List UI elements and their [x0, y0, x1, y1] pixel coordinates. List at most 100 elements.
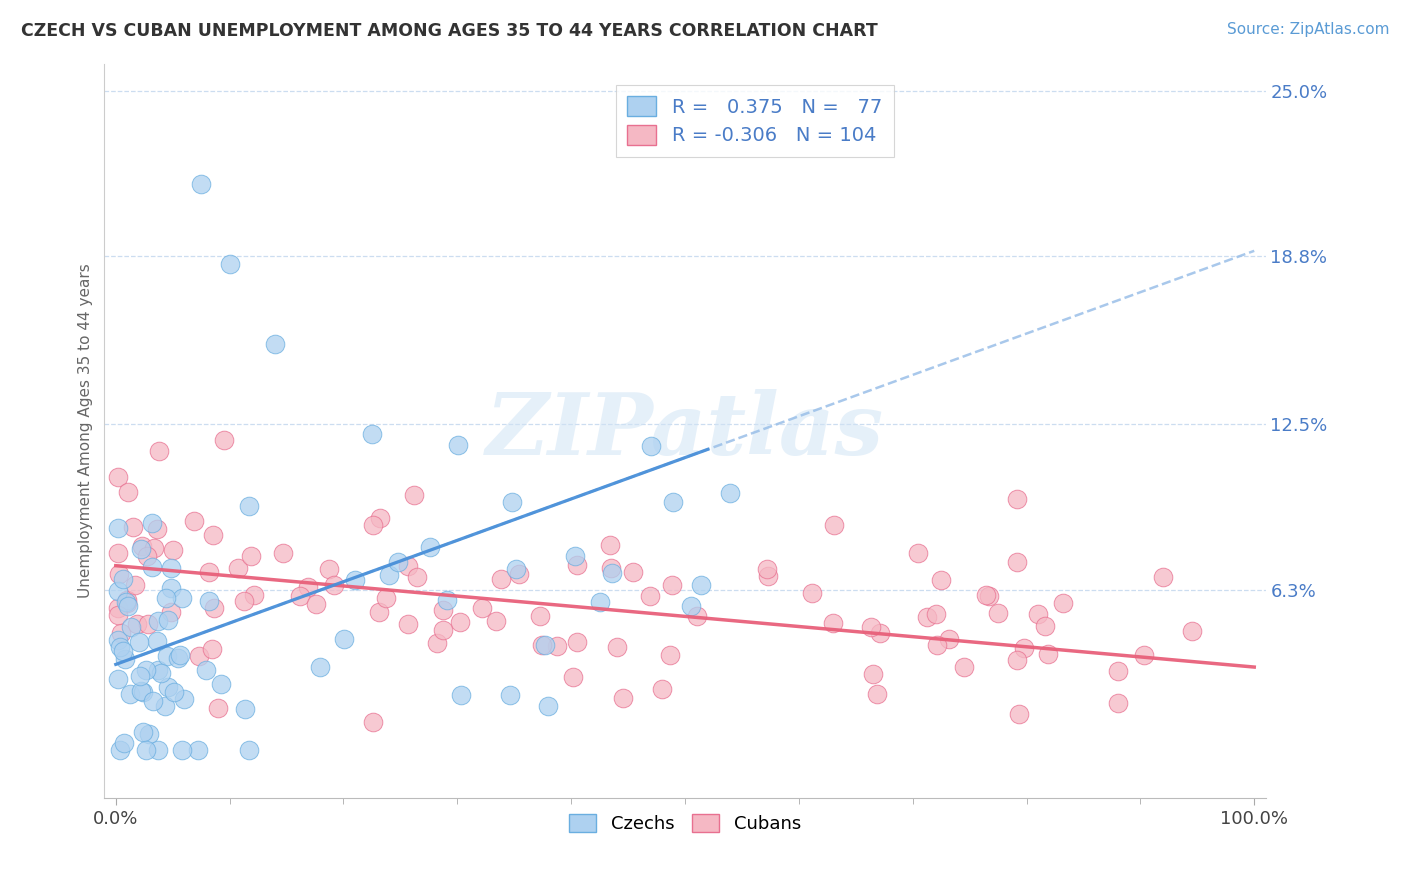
Point — [821, 615, 844, 630]
Point — [361, 427, 384, 442]
Point — [600, 566, 623, 580]
Point — [107, 567, 129, 582]
Point — [333, 632, 356, 646]
Point — [288, 589, 311, 603]
Point — [925, 638, 948, 652]
Point — [368, 511, 391, 525]
Point — [122, 520, 145, 534]
Point — [432, 603, 454, 617]
Point — [160, 560, 183, 574]
Point — [800, 586, 823, 600]
Legend: Czechs, Cubans: Czechs, Cubans — [562, 806, 808, 840]
Point — [938, 632, 960, 646]
Point — [128, 635, 150, 649]
Point — [662, 495, 685, 509]
Point — [141, 559, 163, 574]
Point — [661, 578, 683, 592]
Point — [149, 665, 172, 680]
Point — [491, 573, 513, 587]
Point — [121, 620, 143, 634]
Point — [862, 667, 884, 681]
Point — [188, 648, 211, 663]
Point — [187, 743, 209, 757]
Point — [599, 561, 621, 575]
Point — [173, 692, 195, 706]
Point — [107, 469, 129, 483]
Point — [505, 562, 527, 576]
Point — [361, 517, 384, 532]
Point — [238, 743, 260, 757]
Point — [501, 494, 523, 508]
Point — [1152, 570, 1174, 584]
Point — [534, 638, 557, 652]
Point — [112, 644, 135, 658]
Point — [117, 485, 139, 500]
Point — [153, 699, 176, 714]
Point — [1033, 619, 1056, 633]
Point — [136, 616, 159, 631]
Point — [148, 444, 170, 458]
Point — [297, 580, 319, 594]
Point — [565, 635, 588, 649]
Point — [209, 677, 232, 691]
Point — [124, 577, 146, 591]
Point — [612, 690, 634, 705]
Point — [368, 605, 391, 619]
Point — [112, 736, 135, 750]
Point — [1007, 491, 1029, 506]
Point — [235, 702, 257, 716]
Point — [1005, 555, 1028, 569]
Point — [447, 438, 470, 452]
Point — [112, 573, 135, 587]
Point — [240, 549, 263, 564]
Point — [860, 620, 883, 634]
Point — [107, 545, 129, 559]
Point — [450, 688, 472, 702]
Point — [485, 614, 508, 628]
Point — [160, 605, 183, 619]
Point — [640, 590, 662, 604]
Point — [170, 743, 193, 757]
Point — [170, 591, 193, 606]
Point — [143, 541, 166, 555]
Point — [387, 555, 409, 569]
Point — [1052, 596, 1074, 610]
Point — [531, 638, 554, 652]
Point — [135, 663, 157, 677]
Text: ZIPatlas: ZIPatlas — [486, 389, 884, 473]
Point — [1036, 648, 1059, 662]
Point — [432, 623, 454, 637]
Point — [1008, 707, 1031, 722]
Point — [1133, 648, 1156, 662]
Point — [419, 540, 441, 554]
Point — [107, 607, 129, 622]
Point — [114, 595, 136, 609]
Point — [658, 648, 681, 662]
Point — [718, 485, 741, 500]
Point — [588, 595, 610, 609]
Point — [201, 642, 224, 657]
Point — [129, 684, 152, 698]
Point — [562, 670, 585, 684]
Point — [136, 549, 159, 563]
Point — [107, 672, 129, 686]
Point — [374, 591, 396, 606]
Point — [129, 541, 152, 556]
Point — [145, 634, 167, 648]
Point — [162, 542, 184, 557]
Point — [156, 613, 179, 627]
Point — [132, 724, 155, 739]
Point — [925, 607, 948, 621]
Point — [823, 518, 845, 533]
Point — [508, 567, 530, 582]
Point — [194, 663, 217, 677]
Point — [952, 659, 974, 673]
Point — [651, 681, 673, 696]
Point — [318, 562, 340, 576]
Point — [929, 573, 952, 587]
Point — [436, 592, 458, 607]
Point — [110, 625, 132, 640]
Point — [198, 593, 221, 607]
Point — [107, 632, 129, 647]
Point — [155, 591, 177, 605]
